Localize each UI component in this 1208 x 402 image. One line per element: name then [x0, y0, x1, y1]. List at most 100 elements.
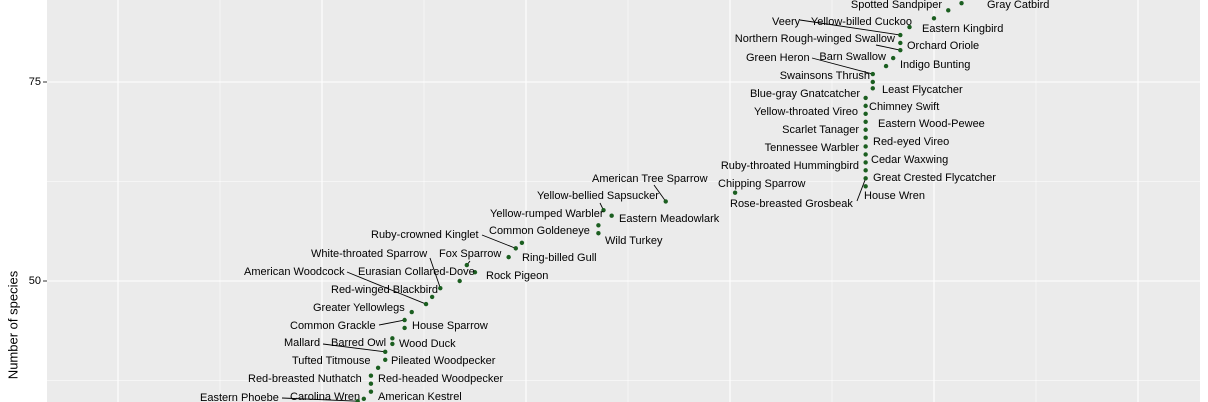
- point: [601, 207, 606, 213]
- panel: [47, 0, 1200, 402]
- point: [361, 396, 367, 402]
- point-label: Eurasian Collared-Dove: [358, 266, 475, 278]
- point: [596, 223, 601, 228]
- y-tick-label: 50: [29, 275, 41, 287]
- point-label: Indigo Bunting: [900, 59, 970, 71]
- point: [368, 389, 374, 394]
- point-label: Ruby-crowned Kinglet: [371, 229, 479, 241]
- point-label: Northern Rough-winged Swallow: [735, 33, 895, 45]
- point: [429, 294, 435, 300]
- point-label: Red-winged Blackbird: [331, 284, 438, 296]
- point-label: Rose-breasted Grosbeak: [730, 198, 853, 210]
- leader-line: [429, 257, 441, 289]
- point: [423, 301, 429, 307]
- point: [596, 231, 601, 236]
- point-label: White-throated Sparrow: [311, 248, 427, 260]
- point-label: House Sparrow: [412, 320, 488, 332]
- point: [898, 47, 903, 53]
- point: [863, 127, 868, 132]
- point: [863, 119, 868, 124]
- point-label: Wild Turkey: [605, 235, 663, 247]
- point: [368, 381, 374, 386]
- point-label: Common Grackle: [290, 320, 376, 332]
- point-label: Pileated Woodpecker: [391, 355, 496, 367]
- point: [898, 40, 903, 46]
- point-label: Carolina Wren: [290, 391, 360, 402]
- point-label: Yellow-rumped Warbler: [490, 208, 604, 220]
- point-label: Barred Owl: [331, 337, 386, 349]
- point: [732, 190, 738, 195]
- point-label: Yellow-billed Cuckoo: [811, 16, 912, 28]
- point-label: American Tree Sparrow: [592, 173, 708, 185]
- point: [863, 176, 868, 181]
- point-label: Gray Catbird: [987, 0, 1049, 11]
- point-label: Fox Sparrow: [439, 248, 501, 260]
- point-label: Eastern Meadowlark: [619, 213, 720, 225]
- point-label: Ruby-throated Hummingbird: [721, 160, 859, 172]
- point-label: Eastern Phoebe: [200, 392, 279, 402]
- leader-line: [799, 19, 901, 36]
- point: [438, 285, 443, 291]
- leader-line: [346, 271, 427, 305]
- point: [931, 16, 937, 21]
- point: [663, 199, 668, 204]
- point: [863, 160, 868, 165]
- point: [506, 254, 511, 260]
- point-label: Orchard Oriole: [907, 40, 979, 52]
- point-label: Common Goldeneye: [489, 225, 590, 237]
- point: [870, 71, 875, 77]
- point: [907, 24, 912, 30]
- point-label: Blue-gray Gnatcatcher: [750, 88, 860, 100]
- y-axis-title: Number of species: [5, 270, 20, 379]
- point-label: Chipping Sparrow: [718, 178, 805, 190]
- point: [863, 135, 868, 140]
- point-label: Mallard: [284, 337, 320, 349]
- point: [375, 365, 381, 370]
- leader-line: [653, 184, 667, 202]
- point-label: Red-headed Woodpecker: [378, 373, 503, 385]
- point-label: Tufted Titmouse: [292, 355, 370, 367]
- point-label: House Wren: [864, 190, 925, 202]
- point: [883, 63, 889, 69]
- leader-line: [856, 178, 867, 202]
- point: [946, 8, 951, 13]
- point-label: Green Heron: [746, 52, 810, 64]
- leader-line: [378, 319, 405, 326]
- point: [390, 336, 395, 341]
- point: [898, 32, 903, 38]
- point-label: Wood Duck: [399, 338, 456, 350]
- point: [890, 55, 896, 61]
- leader-line: [322, 343, 386, 353]
- point: [383, 357, 388, 363]
- point: [390, 341, 395, 347]
- point-label: Yellow-bellied Sapsucker: [537, 190, 659, 202]
- point-label: Scarlet Tanager: [782, 124, 859, 136]
- leader-line: [481, 234, 516, 249]
- point-label: American Kestrel: [378, 391, 462, 402]
- point: [863, 111, 868, 117]
- point: [609, 213, 614, 218]
- point-label: American Woodcock: [244, 266, 345, 278]
- point: [870, 86, 875, 91]
- point: [457, 278, 462, 284]
- point: [959, 0, 964, 6]
- point: [870, 79, 875, 85]
- leader-line: [281, 397, 358, 402]
- point: [513, 246, 518, 251]
- point-label: Eastern Kingbird: [922, 23, 1003, 35]
- point-label: Greater Yellowlegs: [313, 302, 405, 314]
- point-label: Great Crested Flycatcher: [873, 172, 996, 184]
- point-label: Eastern Wood-Pewee: [878, 118, 985, 130]
- point: [519, 240, 525, 245]
- point-label: Cedar Waxwing: [871, 154, 948, 166]
- point: [402, 325, 407, 331]
- point-label: Red-breasted Nuthatch: [248, 373, 362, 385]
- point-label: Least Flycatcher: [882, 84, 963, 96]
- y-tick-label: 75: [29, 76, 41, 88]
- point-label: Chimney Swift: [869, 101, 939, 113]
- point-label: Ring-billed Gull: [522, 252, 597, 264]
- point: [863, 103, 868, 109]
- leader-line: [811, 57, 873, 75]
